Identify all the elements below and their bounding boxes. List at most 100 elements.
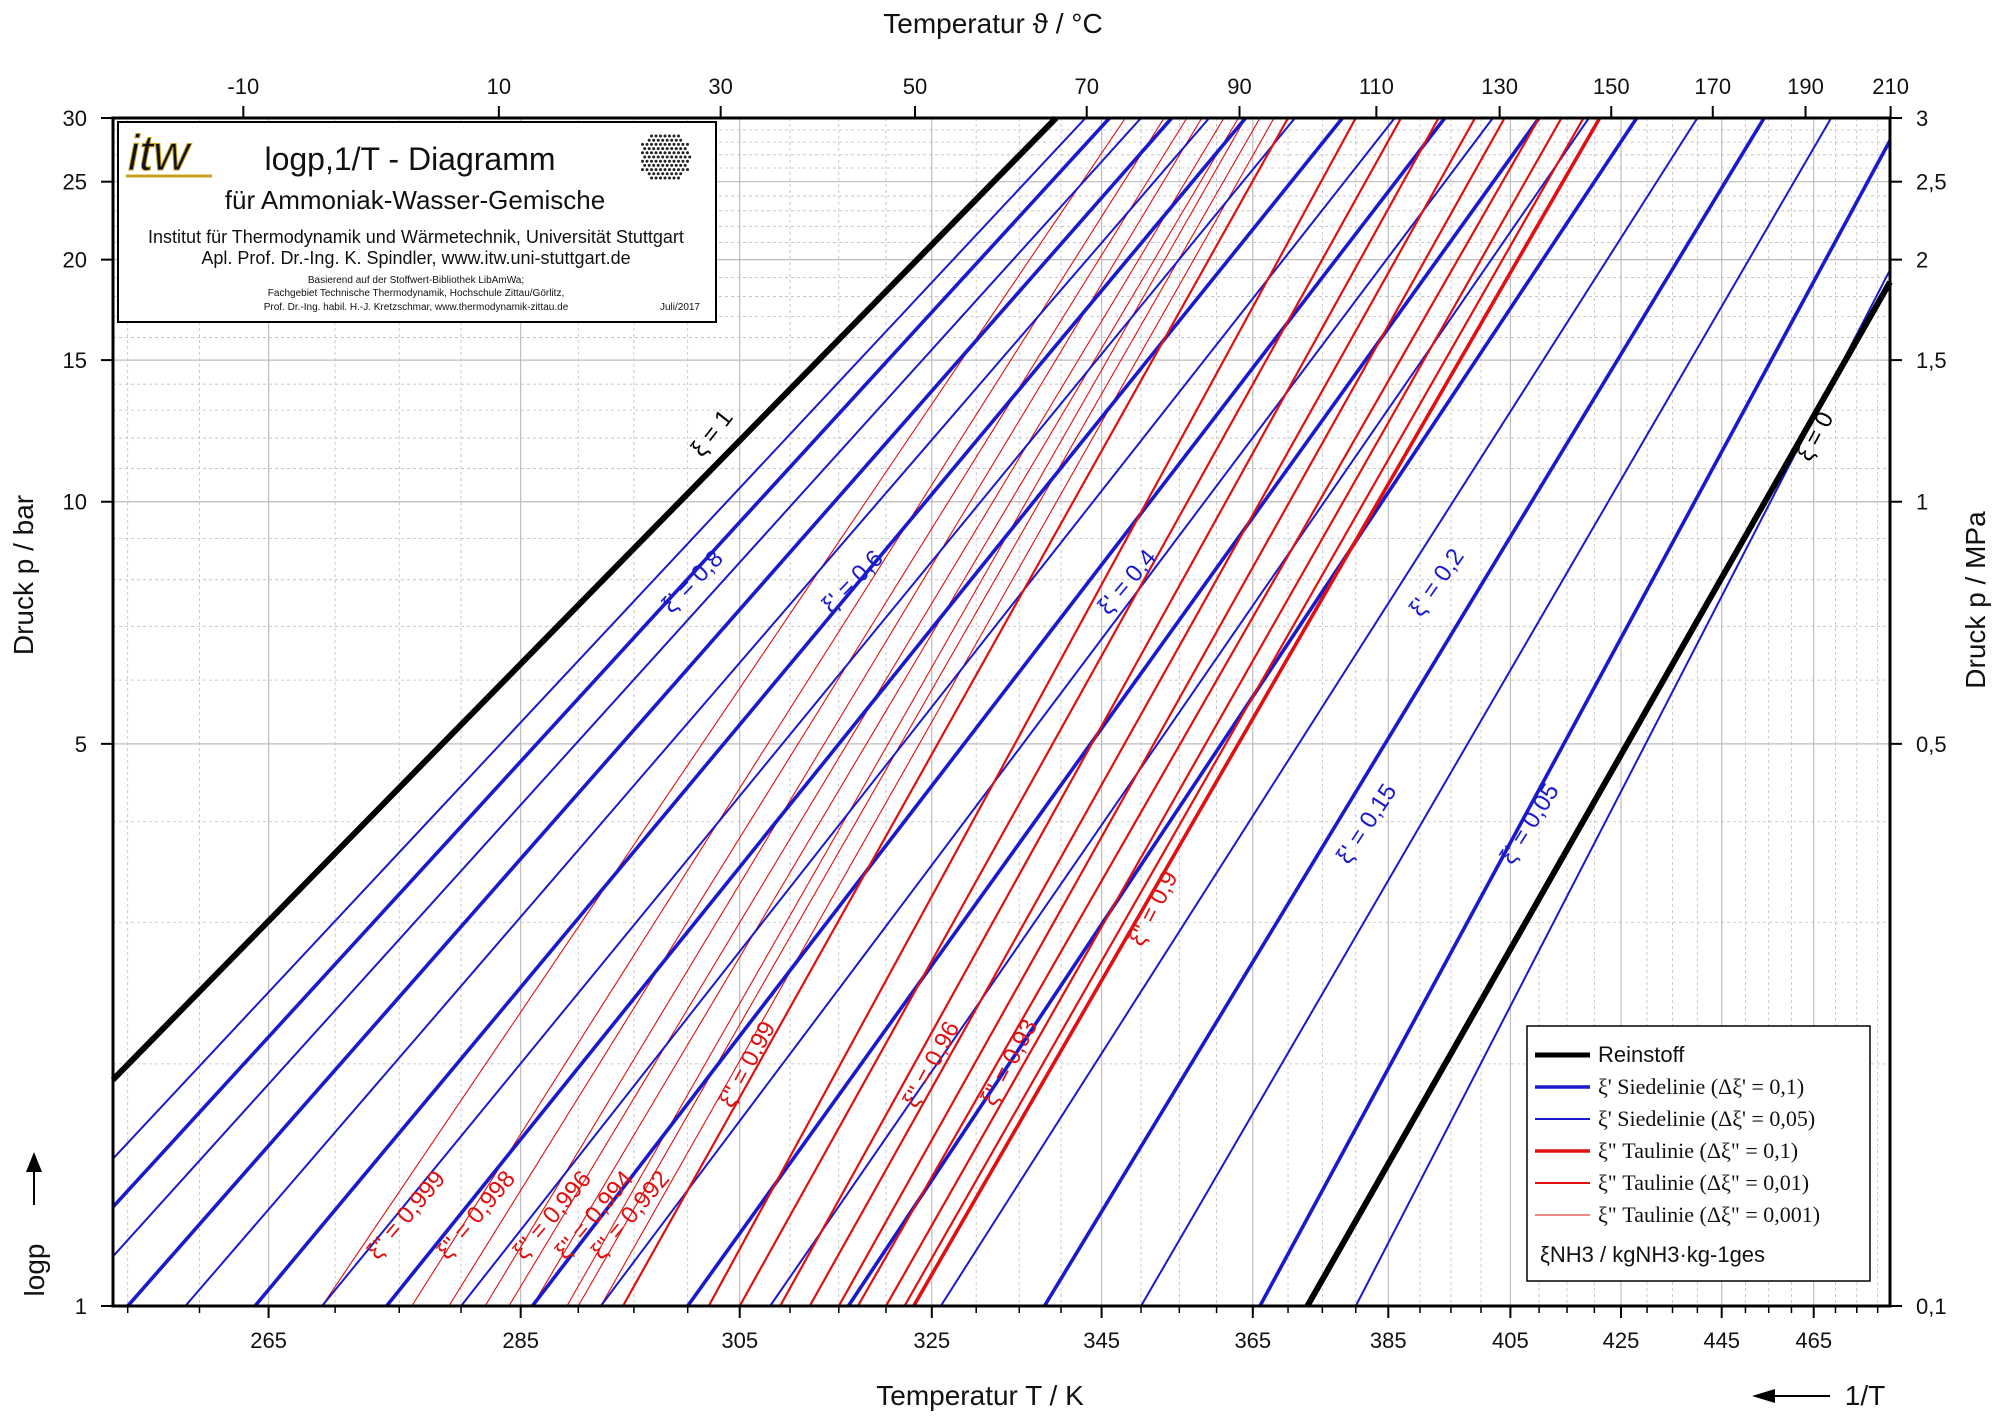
- logo-dot: [677, 168, 680, 172]
- bubble-line: [939, 117, 1699, 1307]
- dew-line: [531, 117, 1239, 1307]
- info-line2: Apl. Prof. Dr.-Ing. K. Spindler, www.itw…: [201, 248, 630, 268]
- legend-label-bubble-minor: ξ' Siedelinie (Δξ' = 0,05): [1598, 1106, 1815, 1131]
- logo-dot: [656, 138, 660, 142]
- dew-line: [600, 117, 1275, 1307]
- logo-dot: [661, 138, 665, 142]
- plot-frame: [111, 116, 1892, 1308]
- bottom-tick-label: 345: [1083, 1328, 1120, 1353]
- logo-dot: [672, 168, 676, 172]
- top-tick-label: 10: [487, 74, 511, 99]
- left-tick-label: 5: [75, 732, 87, 757]
- bubble-line: [321, 117, 1296, 1307]
- logo-dot: [654, 159, 658, 163]
- logo-dot: [645, 142, 649, 146]
- logo-dot: [659, 142, 662, 146]
- logo-dot: [679, 138, 683, 142]
- bubble-line: [184, 117, 1210, 1307]
- bubble-line: [1042, 117, 1766, 1307]
- logo-dot: [654, 134, 658, 138]
- top-tick-label: 150: [1593, 74, 1630, 99]
- top-tick-label: 170: [1694, 74, 1731, 99]
- bottom-axis-title: Temperatur T / K: [876, 1380, 1084, 1411]
- info-date: Juli/2017: [660, 302, 700, 313]
- bottom-tick-label: 285: [502, 1328, 539, 1353]
- dew-line: [707, 117, 1357, 1307]
- logo-dot: [681, 159, 685, 163]
- logo-dot: [663, 168, 667, 172]
- logo-dot: [650, 168, 653, 172]
- bubble-line: [686, 116, 1541, 1308]
- logo-dot: [679, 147, 683, 151]
- up-arrow-icon: [26, 1152, 42, 1172]
- right-tick-label: 1,5: [1916, 348, 1947, 373]
- bubble-line: [111, 116, 1111, 1209]
- logo-dot: [665, 163, 669, 167]
- info-line3: Basierend auf der Stoffwert-Bibliothek L…: [308, 275, 524, 286]
- info-box: itw logp,1/T - Diagramm für Ammoniak-Was…: [117, 121, 717, 323]
- pure-substance-lines: [110, 115, 1893, 1308]
- logo-dot: [659, 168, 662, 172]
- bubble-line: [460, 117, 1396, 1307]
- logo-dot: [668, 134, 671, 138]
- logo-dot: [647, 163, 651, 167]
- dot-pattern-logo: [641, 134, 692, 180]
- logo-dot: [681, 168, 685, 172]
- logo-dot: [661, 172, 665, 176]
- logo-dot: [661, 163, 665, 167]
- logo-dot: [668, 151, 671, 155]
- logo-dot: [672, 142, 676, 146]
- logo-dot: [652, 172, 656, 176]
- logo-dot: [663, 142, 667, 146]
- logo-dot: [674, 155, 678, 159]
- logo-dot: [668, 142, 671, 146]
- logo-dot: [654, 142, 658, 146]
- logo-dot: [683, 163, 687, 167]
- info-box-frame: [117, 121, 717, 323]
- logo-dot: [650, 142, 653, 146]
- legend-label-dew-major: ξ" Taulinie (Δξ" = 0,1): [1598, 1138, 1798, 1163]
- logo-dot: [668, 168, 671, 172]
- logo-dot: [677, 159, 680, 163]
- logo-dot: [679, 163, 683, 167]
- logo-dot: [659, 159, 662, 163]
- left-arrow-icon: [1752, 1389, 1775, 1403]
- info-title: logp,1/T - Diagramm: [264, 141, 555, 177]
- logo-dot: [683, 147, 687, 151]
- top-tick-label: 30: [708, 74, 732, 99]
- bottom-tick-label: 405: [1492, 1328, 1529, 1353]
- bubble-line: [126, 116, 1174, 1308]
- logo-dot: [674, 138, 678, 142]
- logo-dot: [647, 155, 651, 159]
- left-tick-label: 10: [63, 490, 87, 515]
- right-tick-label: 3: [1916, 106, 1928, 131]
- logo-dot: [663, 159, 667, 163]
- dew-line: [738, 117, 1403, 1307]
- bubble-line: [1140, 117, 1833, 1307]
- logo-dot: [654, 168, 658, 172]
- bubble-line: [846, 117, 1639, 1307]
- bottom-tick-label: 365: [1234, 1328, 1271, 1353]
- logo-dot: [641, 151, 644, 155]
- right-tick-label: 0,1: [1916, 1294, 1947, 1319]
- left-tick-label: 15: [63, 348, 87, 373]
- logo-dot: [661, 147, 665, 151]
- bottom-tick-label: 305: [721, 1328, 758, 1353]
- logo-dot: [679, 155, 683, 159]
- logo-dot: [656, 147, 660, 151]
- top-tick-label: 190: [1787, 74, 1824, 99]
- left-axis-title: Druck p / bar: [8, 495, 39, 655]
- axis-ticks: 265 285 305 325 345 365 385 405 425 445 465-10 10 30…: [63, 74, 1947, 1353]
- right-tick-label: 1: [1916, 490, 1928, 515]
- top-tick-label: 110: [1359, 74, 1394, 99]
- logo-dot: [663, 176, 667, 180]
- logo-dot: [683, 155, 687, 159]
- dew-line: [577, 117, 1261, 1307]
- logo-dot: [656, 172, 660, 176]
- bubble-line: [385, 116, 1344, 1308]
- logo-dot: [677, 176, 680, 180]
- dew-line: [903, 117, 1585, 1307]
- dew-lines: [621, 117, 1602, 1307]
- logo-dot: [643, 155, 647, 159]
